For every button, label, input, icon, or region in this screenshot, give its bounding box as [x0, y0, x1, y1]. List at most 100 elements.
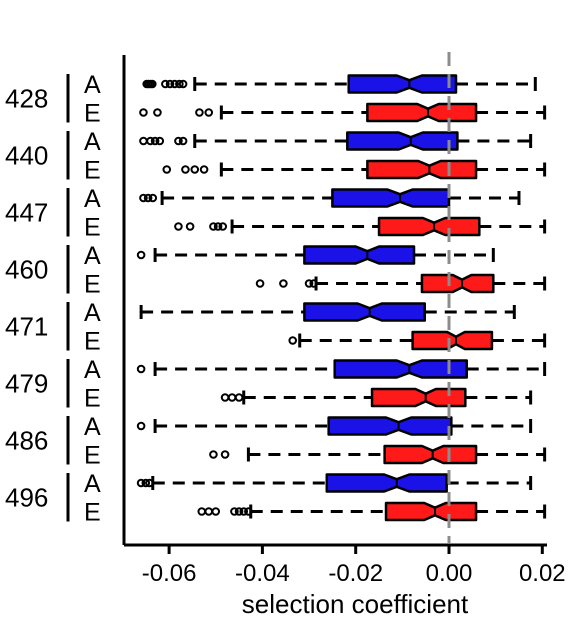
outlier-point — [165, 79, 175, 89]
outlier-point — [161, 79, 170, 89]
notched-box — [383, 444, 478, 465]
outlier-point — [162, 165, 172, 174]
outlier-point — [244, 507, 253, 516]
outlier-point — [213, 222, 223, 231]
group-428 — [139, 74, 547, 123]
row-label-A: A — [84, 413, 101, 441]
outlier-point — [209, 222, 218, 231]
group-447 — [139, 188, 547, 237]
row-label-E: E — [84, 100, 101, 128]
outlier-point — [178, 79, 188, 89]
group-label: 460 — [5, 254, 48, 284]
outlier-point — [136, 421, 146, 431]
outlier-point — [185, 222, 195, 231]
group-460 — [136, 245, 547, 294]
outlier-point — [146, 136, 155, 146]
group-471 — [139, 302, 547, 351]
group-479 — [136, 359, 547, 408]
outlier-point — [136, 364, 146, 374]
row-label-A: A — [84, 71, 101, 99]
outlier-point — [230, 507, 239, 516]
outlier-point — [234, 507, 244, 516]
x-tick-label: 0.02 — [519, 560, 566, 587]
group-440 — [139, 131, 547, 180]
x-ticks: -0.06 -0.04 -0.02 0.00 0.02 — [142, 545, 566, 587]
notched-box — [303, 245, 416, 265]
outlier-point — [170, 79, 179, 89]
x-tick-label: -0.02 — [328, 560, 383, 587]
row-label-A: A — [84, 185, 101, 213]
notched-box — [333, 359, 468, 379]
outlier-point — [139, 108, 148, 117]
box-479-E — [220, 387, 533, 408]
box-479-A — [136, 359, 547, 379]
outlier-point — [227, 393, 237, 402]
x-axis: -0.06 -0.04 -0.02 0.00 0.02 selection coeffi… — [122, 55, 566, 619]
row-label-E: E — [84, 214, 101, 242]
outlier-point — [178, 136, 188, 146]
outlier-point — [195, 108, 204, 117]
group-label: 486 — [5, 425, 48, 455]
outlier-point — [255, 279, 265, 288]
outlier-point — [218, 222, 228, 231]
notched-box — [411, 330, 494, 351]
row-label-A: A — [84, 299, 101, 327]
outlier-point — [209, 450, 218, 459]
outlier-point — [309, 279, 319, 288]
group-label: 496 — [5, 482, 48, 512]
row-label-A: A — [84, 242, 101, 270]
x-tick-label: -0.04 — [235, 560, 290, 587]
box-496-A — [136, 473, 533, 493]
x-tick-label: 0.00 — [426, 560, 473, 587]
x-tick-label: -0.06 — [142, 560, 197, 587]
outlier-point — [141, 478, 151, 488]
box-428-A — [142, 74, 537, 94]
outlier-point — [288, 336, 298, 345]
row-label-E: E — [84, 385, 101, 413]
outlier-point — [197, 507, 207, 516]
notched-box — [366, 159, 478, 180]
x-axis-label: selection coefficient — [242, 589, 469, 619]
outlier-point — [136, 250, 146, 260]
notched-box — [384, 501, 478, 522]
outlier-point — [136, 478, 146, 488]
notched-box — [377, 216, 481, 237]
row-label-A: A — [84, 356, 101, 384]
outlier-point — [304, 279, 314, 288]
outlier-point — [220, 450, 230, 459]
row-label-E: E — [84, 271, 101, 299]
outlier-point — [279, 279, 288, 288]
outlier-point — [174, 222, 183, 231]
notched-box — [327, 416, 453, 436]
group-label: 471 — [5, 311, 48, 341]
box-486-A — [136, 416, 533, 436]
row-label-E: E — [84, 442, 101, 470]
row-label-E: E — [84, 499, 101, 527]
box-471-A — [139, 302, 516, 322]
outlier-point — [155, 136, 165, 146]
group-label: 447 — [5, 197, 48, 227]
outlier-point — [211, 507, 221, 516]
outlier-point — [204, 108, 214, 117]
notched-box — [347, 74, 458, 94]
box-460-A — [136, 245, 495, 265]
box-447-E — [174, 216, 547, 237]
outlier-point — [190, 165, 200, 174]
outlier-point — [153, 108, 162, 117]
outlier-point — [148, 79, 157, 89]
outlier-point — [148, 193, 158, 203]
box-428-E — [139, 102, 547, 123]
group-label: 428 — [5, 83, 48, 113]
outlier-point — [145, 478, 154, 488]
notched-box — [331, 188, 451, 208]
box-496-E — [197, 501, 547, 522]
group-496 — [136, 473, 547, 522]
group-label: 479 — [5, 368, 48, 398]
outlier-point — [150, 136, 160, 146]
row-label-A: A — [84, 470, 101, 498]
notched-box — [346, 131, 459, 151]
outlier-point — [204, 507, 214, 516]
outlier-point — [139, 193, 148, 203]
